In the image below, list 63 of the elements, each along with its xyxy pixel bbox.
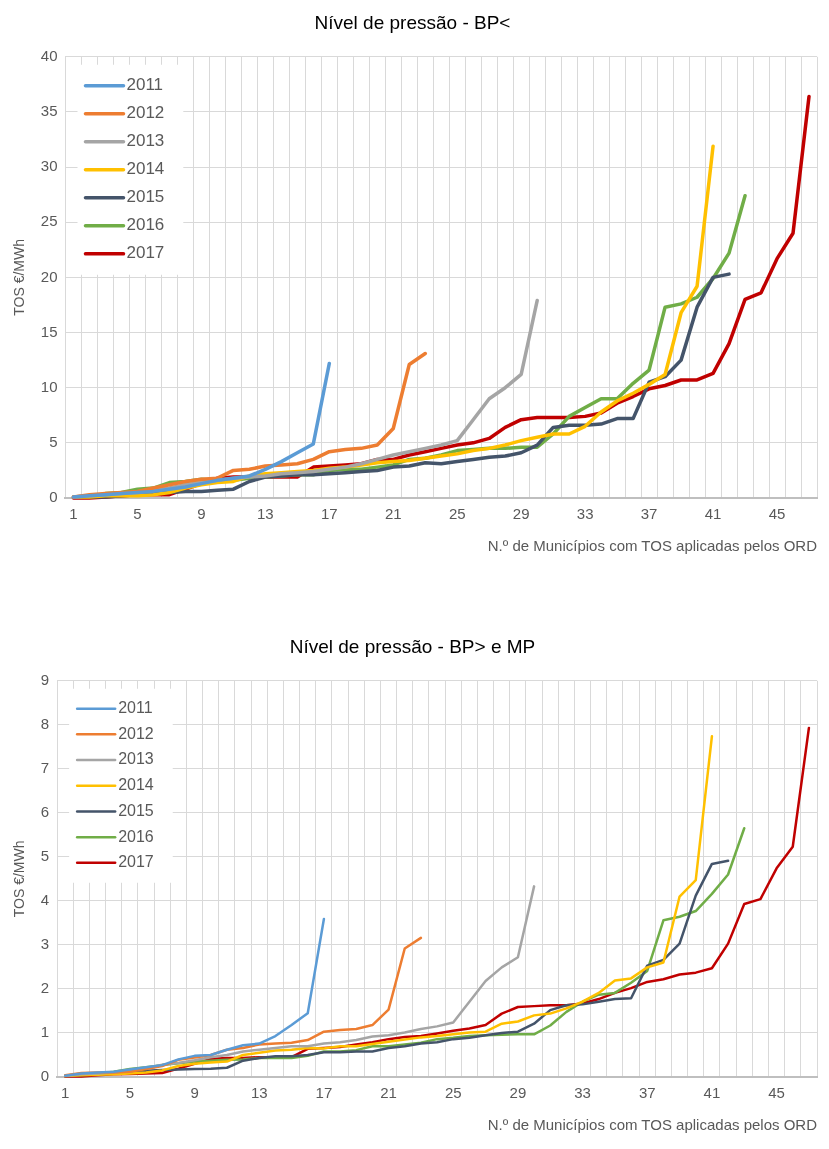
legend-label: 2011 (126, 75, 164, 95)
legend-label: 2017 (126, 243, 165, 263)
y-tick-label: 2 (40, 979, 50, 997)
x-tick-label: 17 (315, 1084, 333, 1102)
y-tick-label: 40 (40, 46, 58, 64)
y-tick-label: 5 (49, 432, 58, 450)
y-tick-label: 1 (40, 1023, 50, 1041)
legend-label: 2012 (118, 724, 154, 742)
legend-label: 2015 (118, 801, 154, 819)
legend-label: 2016 (126, 215, 165, 235)
x-tick-label: 1 (61, 1084, 70, 1102)
y-tick-label: 10 (40, 377, 58, 395)
y-tick-label: 25 (40, 212, 58, 230)
x-tick-label: 5 (133, 505, 142, 523)
x-tick-label: 21 (384, 505, 402, 523)
legend-label: 2014 (118, 776, 154, 794)
x-tick-label: 13 (257, 505, 274, 523)
legend-label: 2017 (118, 853, 154, 871)
y-tick-label: 4 (40, 891, 50, 909)
legend-label: 2013 (118, 750, 154, 768)
x-axis-title: N.º de Municípios com TOS aplicadas pelos ORD (487, 1116, 818, 1134)
x-axis-title: N.º de Municípios com TOS aplicadas pelos ORD (487, 537, 818, 555)
x-tick-label: 37 (640, 505, 658, 523)
y-tick-label: 35 (40, 102, 58, 120)
x-tick-label: 5 (125, 1084, 135, 1102)
y-tick-label: 15 (40, 322, 58, 340)
x-tick-label: 41 (703, 1084, 721, 1102)
legend-label: 2013 (126, 131, 165, 151)
y-tick-label: 20 (40, 267, 58, 285)
y-tick-label: 3 (40, 935, 50, 953)
legend-label: 2012 (126, 103, 165, 123)
legend-label: 2014 (126, 159, 165, 179)
y-tick-label: 6 (40, 803, 50, 821)
x-tick-label: 45 (768, 505, 786, 523)
y-tick-label: 7 (40, 758, 50, 776)
y-tick-label: 9 (40, 670, 50, 688)
legend-label: 2011 (118, 699, 153, 717)
x-tick-label: 37 (638, 1084, 656, 1102)
x-tick-label: 21 (380, 1084, 397, 1102)
x-tick-label: 33 (576, 505, 594, 523)
x-tick-label: 13 (250, 1084, 268, 1102)
y-axis-title: TOS €/MWh (11, 239, 28, 316)
legend-label: 2015 (126, 187, 165, 207)
y-tick-label: 5 (40, 847, 50, 865)
x-tick-label: 9 (197, 505, 206, 523)
x-tick-label: 45 (768, 1084, 785, 1102)
y-tick-label: 30 (40, 157, 58, 175)
x-tick-label: 29 (512, 505, 530, 523)
x-tick-label: 29 (509, 1084, 527, 1102)
y-tick-label: 0 (49, 488, 58, 506)
y-tick-label: 0 (40, 1067, 50, 1085)
x-tick-label: 33 (574, 1084, 591, 1102)
x-tick-label: 41 (704, 505, 722, 523)
chart-title: Nível de pressão - BP> e MP (289, 635, 536, 657)
x-tick-label: 25 (448, 505, 466, 523)
y-axis-title: TOS €/MWh (11, 840, 28, 918)
chart-title: Nível de pressão - BP< (314, 11, 511, 33)
x-tick-label: 17 (320, 505, 338, 523)
x-tick-label: 1 (69, 505, 78, 523)
x-tick-label: 9 (190, 1084, 199, 1102)
legend-label: 2016 (118, 827, 154, 845)
y-tick-label: 8 (40, 714, 50, 732)
x-tick-label: 25 (444, 1084, 462, 1102)
